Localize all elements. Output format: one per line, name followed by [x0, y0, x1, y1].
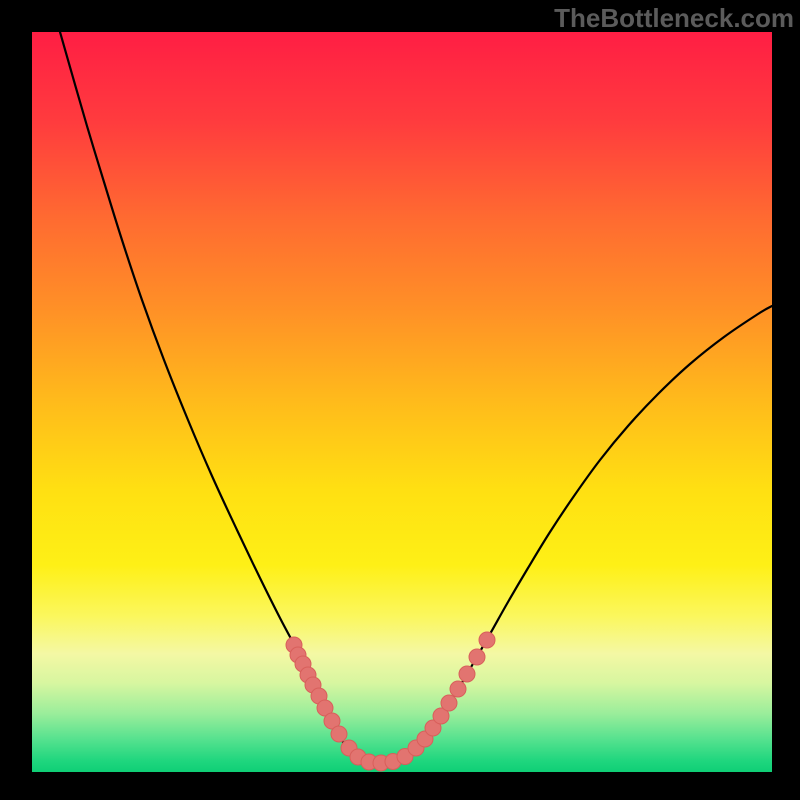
marker-right-6 — [459, 666, 475, 682]
bottleneck-curve — [60, 32, 772, 763]
curve-layer — [32, 32, 772, 772]
markers-left — [286, 637, 347, 742]
marker-right-5 — [450, 681, 466, 697]
markers-right — [408, 632, 495, 756]
chart-container: { "watermark": { "text": "TheBottleneck.… — [0, 0, 800, 800]
plot-area — [32, 32, 772, 772]
marker-right-7 — [469, 649, 485, 665]
watermark: TheBottleneck.com — [554, 3, 794, 34]
marker-left-8 — [331, 726, 347, 742]
marker-right-4 — [441, 695, 457, 711]
marker-right-8 — [479, 632, 495, 648]
markers-bottom — [341, 740, 413, 771]
